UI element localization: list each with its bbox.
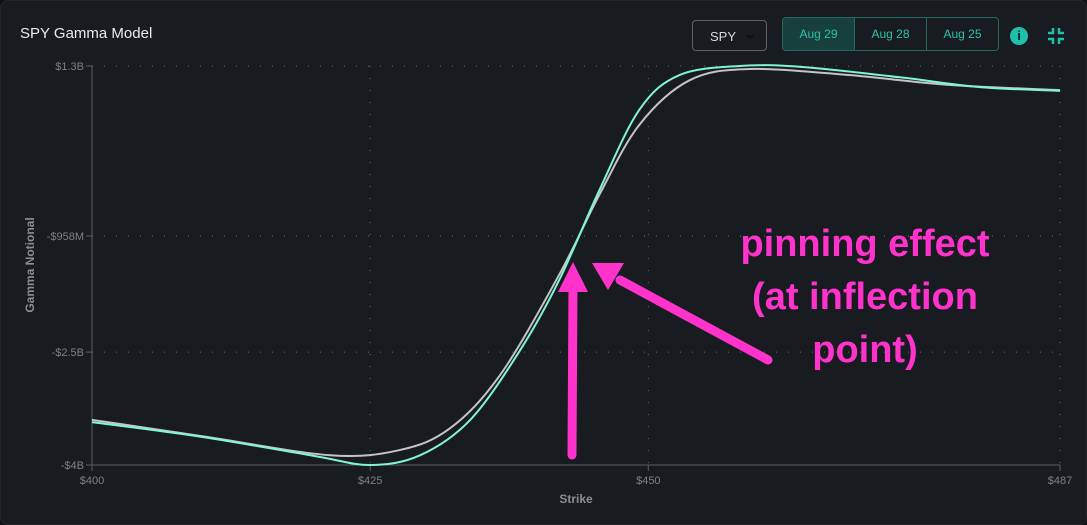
- series-line-0: [91, 64, 1061, 467]
- annotation-line: pinning effect: [740, 223, 990, 265]
- annotation-line: point): [812, 329, 918, 371]
- x-tick-label: $487: [1048, 475, 1072, 487]
- chart-title: SPY Gamma Model: [20, 25, 153, 42]
- collapse-icon[interactable]: [1047, 27, 1065, 45]
- y-tick-label: $1.3B: [55, 61, 84, 73]
- vertical-arrow-shaft: [567, 280, 578, 460]
- chevron-down-icon: [745, 35, 755, 40]
- x-tick-label: $400: [80, 475, 104, 487]
- y-axis-label: Gamma Notional: [23, 217, 37, 312]
- date-tab-aug-28[interactable]: Aug 28: [854, 18, 926, 50]
- date-selector: Aug 29 Aug 28 Aug 25: [782, 17, 999, 51]
- y-tick-label: -$2.5B: [52, 347, 84, 359]
- ticker-select[interactable]: SPY: [692, 20, 767, 51]
- annotation-text: pinning effect (at inflection point): [700, 218, 1030, 377]
- diagonal-arrow-shaft: [615, 275, 773, 365]
- date-tab-aug-29[interactable]: Aug 29: [783, 18, 854, 50]
- y-tick-label: -$958M: [47, 231, 84, 243]
- annotation-arrows: [558, 262, 773, 460]
- x-tick-label: $450: [636, 475, 660, 487]
- x-tick-label: $425: [358, 475, 382, 487]
- annotation-line: (at inflection: [752, 276, 978, 318]
- date-tab-aug-25[interactable]: Aug 25: [926, 18, 998, 50]
- ticker-value: SPY: [710, 29, 737, 44]
- vertical-arrowhead: [558, 262, 588, 292]
- diagonal-arrowhead: [592, 263, 624, 290]
- x-axis-label: Strike: [559, 492, 593, 506]
- y-tick-label: -$4B: [61, 460, 84, 472]
- info-icon[interactable]: i: [1010, 27, 1028, 45]
